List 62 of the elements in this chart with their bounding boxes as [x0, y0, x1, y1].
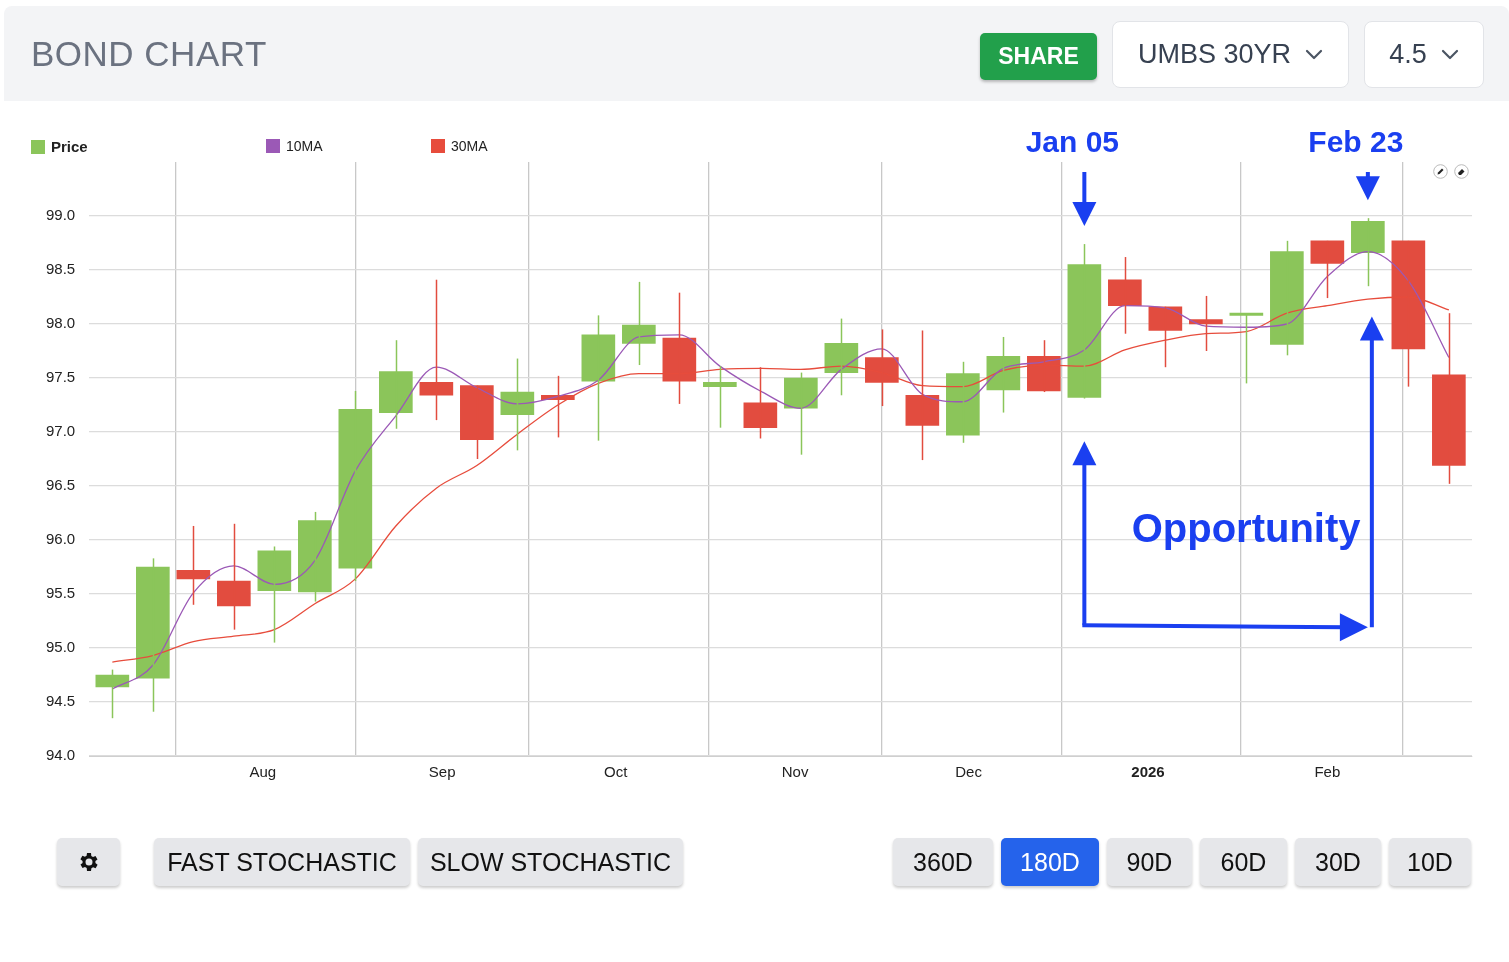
candlestick [419, 278, 454, 421]
text: FAST STOCHASTIC [167, 847, 397, 877]
y-tick-label: 97.0 [45, 422, 76, 440]
candlestick [1351, 217, 1385, 287]
legend-label: Price [51, 138, 88, 155]
y-tick-label: 94.5 [45, 692, 76, 710]
x-tick-label: Feb [1314, 763, 1341, 781]
candlestick [1108, 256, 1142, 335]
candlestick [581, 314, 616, 442]
candlestick [298, 511, 332, 603]
annotation: Feb 23 [1308, 125, 1404, 158]
text: 10D [1407, 847, 1453, 877]
candlestick [1432, 312, 1466, 485]
text: 360D [913, 847, 973, 877]
y-tick-label: 97.5 [45, 368, 76, 386]
candlestick [257, 545, 292, 644]
text: SHARE [998, 43, 1079, 70]
legend-label: 30MA [451, 138, 488, 154]
text: 90D [1126, 847, 1173, 877]
x-tick-label: Oct [604, 763, 629, 781]
y-tick-label: 98.5 [45, 260, 76, 278]
candlestick [1270, 240, 1304, 357]
x-tick-label: Aug [249, 763, 277, 781]
candlestick [176, 525, 211, 606]
candlestick [905, 329, 940, 461]
y-tick-label: 99.0 [45, 206, 76, 224]
candlestick [338, 390, 373, 582]
x-tick-label: Dec [955, 763, 983, 781]
candlestick [743, 366, 778, 440]
candlestick [946, 361, 980, 444]
y-tick-label: 95.0 [45, 638, 76, 656]
y-tick-label: 96.5 [45, 476, 76, 494]
candlestick [622, 281, 656, 366]
annotation: Opportunity [1131, 506, 1362, 551]
text: 60D [1220, 847, 1267, 877]
x-tick-label: Sep [428, 763, 456, 781]
text: SLOW STOCHASTIC [429, 847, 672, 877]
candlestick [379, 339, 413, 430]
text: UMBS 30YR [1137, 39, 1292, 70]
y-tick-label: 95.5 [45, 584, 76, 602]
candlestick [1027, 339, 1061, 393]
legend-label: 10MA [286, 138, 323, 154]
candlestick [136, 557, 170, 713]
candlestick [1310, 240, 1345, 299]
y-tick-label: 98.0 [45, 314, 76, 332]
x-tick-label: Nov [781, 763, 809, 781]
candlestick [460, 384, 494, 460]
candlestick [1148, 305, 1183, 368]
text: 4.5 [1389, 39, 1427, 70]
text: 30D [1315, 847, 1361, 877]
candlestick [784, 371, 818, 456]
candlestick [703, 365, 737, 429]
text: 180D [1020, 847, 1080, 877]
candlestick [865, 328, 899, 407]
candlestick [1229, 312, 1264, 385]
annotation: Jan 05 [1025, 125, 1120, 158]
x-tick-label: 2026 [1131, 763, 1165, 781]
chart-title: BOND CHART [31, 34, 267, 74]
candlestick [217, 523, 251, 631]
y-tick-label: 96.0 [45, 530, 76, 548]
candlestick [1067, 243, 1102, 400]
y-tick-label: 94.0 [45, 746, 76, 764]
